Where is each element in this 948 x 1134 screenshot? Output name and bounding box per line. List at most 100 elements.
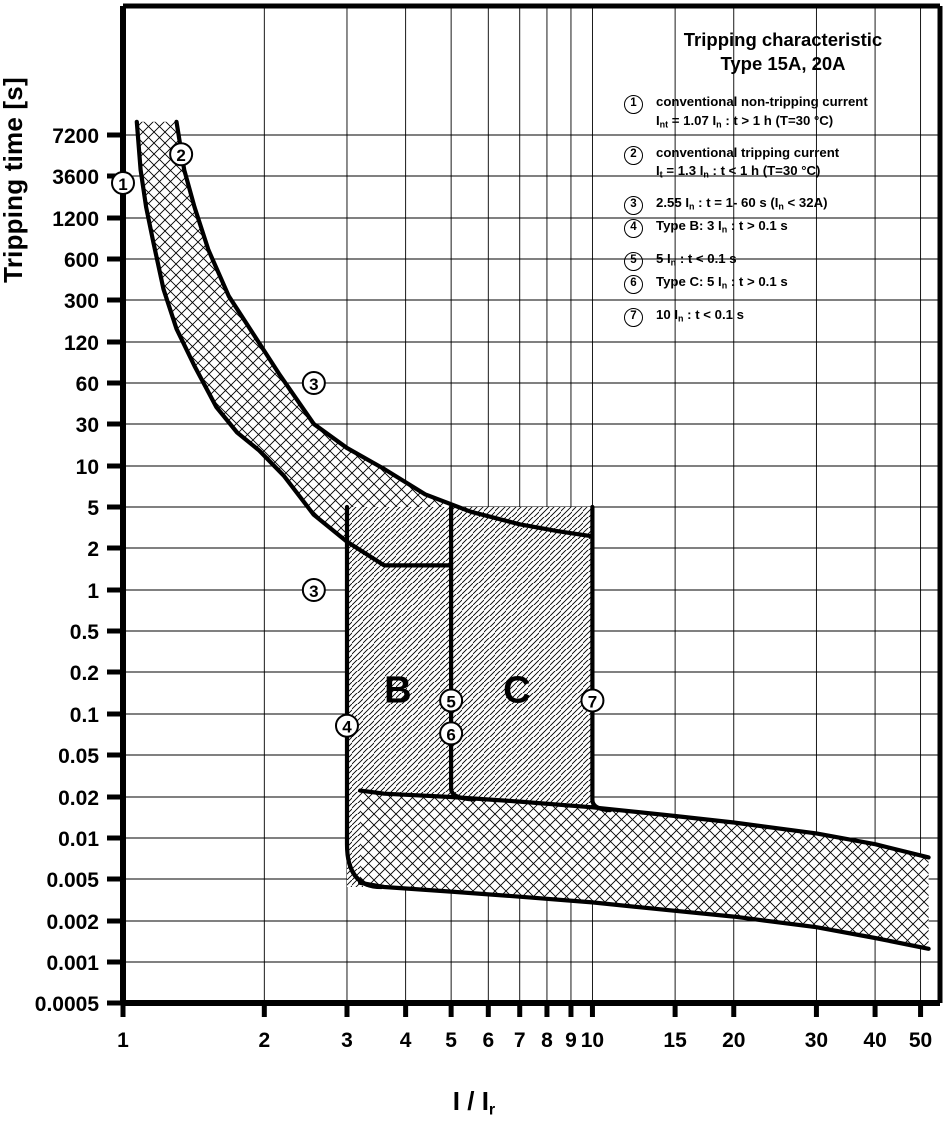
legend-item-line2: Int = 1.07 In : t > 1 h (T=30 °C) [656, 113, 834, 130]
x-tick-label: 50 [909, 1029, 932, 1052]
legend-item: 7 10 In : t < 0.1 s [624, 306, 942, 327]
x-tick-label: 3 [341, 1029, 353, 1052]
x-tick-label: 4 [400, 1029, 412, 1052]
svg-text:3: 3 [309, 582, 318, 601]
callout-1: 1 [111, 170, 135, 195]
svg-text:4: 4 [342, 718, 352, 737]
y-tick-label: 300 [64, 290, 99, 313]
legend-item-number: 6 [624, 274, 643, 294]
legend-item: 5 5 In : t < 0.1 s [624, 250, 942, 271]
svg-text:2: 2 [176, 146, 185, 165]
callout-5: 5 [439, 688, 464, 713]
svg-text:7: 7 [588, 692, 597, 711]
legend-item-line2: It = 1.3 In : t < 1 h (T=30 °C) [656, 163, 821, 180]
x-tick-label: 9 [565, 1029, 577, 1052]
y-tick-label: 7200 [52, 125, 99, 148]
y-tick-label: 0.005 [46, 869, 99, 892]
y-tick-label: 5 [87, 497, 99, 520]
legend-item-text: Type C: 5 In : t > 0.1 s [656, 273, 788, 292]
x-axis-title-sub: r [488, 1100, 496, 1119]
y-tick-label: 0.001 [46, 952, 99, 975]
legend-item-text: conventional tripping current It = 1.3 In… [656, 144, 839, 182]
y-tick-label: 0.01 [58, 828, 99, 851]
callout-3: 3 [301, 578, 326, 602]
callout-6: 6 [439, 721, 464, 746]
legend-item-list: 1 conventional non-tripping current Int = … [624, 93, 942, 327]
y-tick-label: 0.002 [46, 911, 99, 934]
y-tick-label: 0.02 [58, 787, 99, 810]
legend-item-text: 2.55 In : t = 1- 60 s (In < 32A) [656, 194, 828, 213]
x-tick-label: 8 [541, 1029, 553, 1052]
y-tick-label: 0.2 [70, 662, 99, 685]
legend-item: 2 conventional tripping current It = 1.3 I… [624, 144, 942, 182]
y-axis-title: Tripping time [s] [0, 77, 28, 283]
axis-tick-labels: 1 2 3 4 5 6 7 8 9 10 15 20 30 40 500.00050.0010.0020.0… [35, 125, 932, 1052]
y-tick-label: 0.05 [58, 745, 99, 768]
svg-text:5: 5 [446, 692, 455, 711]
y-tick-label: 0.0005 [35, 993, 100, 1016]
y-tick-label: 30 [76, 414, 99, 437]
legend-item-line2: Type B: 3 In : t > 0.1 s [656, 217, 788, 235]
zone-label-b: B [384, 669, 411, 711]
x-tick-label: 10 [581, 1029, 604, 1052]
x-axis-title-main: I / I [452, 1086, 489, 1116]
x-tick-label: 2 [258, 1029, 270, 1052]
x-tick-label: 7 [514, 1029, 526, 1052]
legend-title-line1: Tripping characteristic [683, 29, 883, 50]
legend-item-number: 3 [624, 195, 643, 215]
callout-4: 4 [334, 713, 359, 738]
legend-item-line1: conventional non-tripping current [656, 94, 868, 110]
axis-ticks [107, 132, 924, 1017]
legend-item-number: 2 [624, 145, 643, 165]
y-tick-label: 600 [64, 249, 99, 272]
legend-item-text: 10 In : t < 0.1 s [656, 306, 744, 325]
legend-item-line2: Type C: 5 In : t > 0.1 s [656, 273, 788, 291]
legend-item-number: 7 [624, 307, 643, 327]
legend-item-number: 4 [624, 218, 643, 238]
x-tick-label: 15 [663, 1029, 687, 1052]
callout-markers: 1 2 3 3 4 5 6 7 [111, 142, 605, 746]
callout-7: 7 [580, 688, 605, 713]
x-tick-label: 5 [445, 1029, 457, 1052]
y-tick-label: 1 [87, 580, 99, 603]
y-tick-label: 2 [87, 538, 99, 561]
legend-item-number: 1 [624, 95, 643, 115]
y-tick-label: 120 [64, 332, 99, 355]
zone-label-c: C [503, 669, 530, 711]
y-tick-label: 3600 [52, 166, 99, 189]
legend-item-text: conventional non-tripping current Int = 1… [656, 93, 868, 131]
legend-title: Tripping characteristic Type 15A, 20A [624, 28, 942, 75]
svg-text:6: 6 [446, 725, 455, 744]
x-tick-label: 20 [722, 1029, 745, 1052]
x-tick-label: 30 [805, 1029, 828, 1052]
x-tick-label: 1 [117, 1029, 129, 1052]
legend-item: 1 conventional non-tripping current Int = … [624, 93, 942, 131]
callout-2: 2 [169, 142, 194, 167]
legend-item-line1: conventional tripping current [656, 144, 840, 160]
legend-item: 4 Type B: 3 In : t > 0.1 s [624, 217, 942, 238]
x-tick-label: 40 [863, 1029, 886, 1052]
legend-item-line2: 5 In : t < 0.1 s [656, 250, 737, 268]
x-axis-title: I / Ir [0, 1086, 948, 1120]
y-tick-label: 0.1 [70, 704, 100, 727]
legend-item-line2: 10 In : t < 0.1 s [656, 306, 744, 324]
legend-title-line2: Type 15A, 20A [720, 52, 846, 74]
callout-3: 3 [301, 371, 326, 395]
legend-item-text: Type B: 3 In : t > 0.1 s [656, 217, 788, 236]
legend-item-line2: 2.55 In : t = 1- 60 s (In < 32A) [656, 194, 828, 212]
legend-item: 6 Type C: 5 In : t > 0.1 s [624, 273, 942, 294]
legend-item: 3 2.55 In : t = 1- 60 s (In < 32A) [624, 194, 942, 215]
y-tick-label: 0.5 [70, 621, 100, 644]
legend-item-text: 5 In : t < 0.1 s [656, 250, 737, 269]
x-tick-label: 6 [482, 1029, 494, 1052]
legend-item-number: 5 [624, 251, 643, 271]
y-tick-label: 60 [76, 373, 99, 396]
y-tick-label: 10 [76, 456, 99, 479]
svg-text:1: 1 [118, 175, 127, 194]
y-tick-label: 1200 [52, 208, 99, 231]
svg-text:3: 3 [309, 375, 318, 394]
